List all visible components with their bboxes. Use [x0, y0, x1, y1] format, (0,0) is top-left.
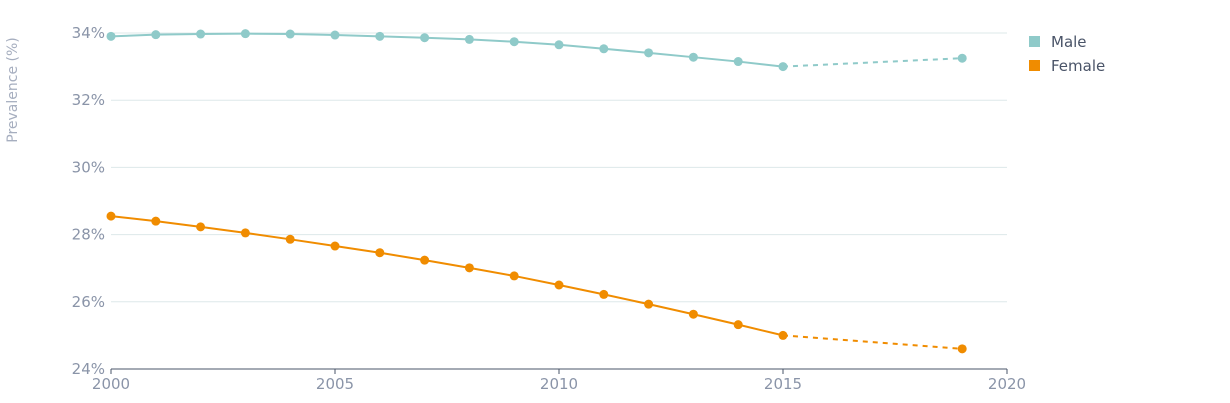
series-line-male: [110, 32, 784, 68]
data-point-male: [196, 29, 206, 39]
data-point-female: [464, 263, 474, 273]
data-point-male: [420, 33, 430, 43]
data-point-female: [151, 216, 161, 226]
axes: 24% 26% 28% 30% 32% 34% 2000 2005 2010 2015 2020: [72, 24, 1026, 393]
data-point-female: [285, 234, 295, 244]
data-point-male: [106, 31, 116, 41]
y-axis-label: Prevalence (%): [5, 37, 21, 143]
data-point-female: [644, 299, 654, 309]
data-point-female: [688, 309, 698, 319]
data-point-female: [778, 330, 788, 340]
data-point-male: [330, 30, 340, 40]
data-point-male: [554, 40, 564, 50]
legend-swatch-female: [1029, 60, 1040, 71]
data-point-male: [957, 53, 967, 63]
x-tick-label: 2005: [316, 375, 354, 393]
data-point-male: [733, 57, 743, 67]
data-point-male: [285, 29, 295, 39]
legend: Male Female: [1029, 33, 1105, 75]
y-tick-label: 26%: [72, 293, 105, 311]
data-point-male: [688, 52, 698, 62]
data-point-male: [509, 37, 519, 47]
series-male: [106, 29, 967, 72]
y-tick-label: 30%: [72, 158, 105, 176]
data-point-female: [509, 271, 519, 281]
data-point-male: [240, 29, 250, 39]
legend-swatch-male: [1029, 36, 1040, 47]
data-point-female: [554, 280, 564, 290]
data-point-male: [464, 34, 474, 44]
data-point-male: [375, 31, 385, 41]
data-point-female: [733, 320, 743, 330]
data-point-male: [778, 62, 788, 72]
series-female: [106, 211, 967, 354]
series-line-female: [110, 215, 784, 337]
x-tick-label: 2000: [92, 375, 130, 393]
data-point-male: [151, 30, 161, 40]
data-point-female: [599, 289, 609, 299]
y-tick-label: 28%: [72, 226, 105, 244]
grid-lines: [111, 32, 1007, 303]
legend-label-male: Male: [1051, 33, 1087, 51]
y-tick-label: 34%: [72, 24, 105, 42]
data-point-female: [196, 222, 206, 232]
data-point-female: [106, 211, 116, 221]
data-point-female: [420, 255, 430, 265]
series-layer: [106, 29, 967, 354]
x-tick-label: 2015: [764, 375, 802, 393]
series-projection-female: [782, 334, 963, 350]
data-point-female: [240, 228, 250, 238]
y-tick-label: 32%: [72, 91, 105, 109]
data-point-male: [644, 48, 654, 58]
x-tick-label: 2020: [988, 375, 1026, 393]
series-projection-male: [782, 57, 963, 68]
data-point-female: [957, 344, 967, 354]
data-point-female: [330, 241, 340, 251]
data-point-male: [599, 44, 609, 54]
x-tick-label: 2010: [540, 375, 578, 393]
legend-label-female: Female: [1051, 57, 1105, 75]
y-tick-label: 24%: [72, 360, 105, 378]
data-point-female: [375, 248, 385, 258]
